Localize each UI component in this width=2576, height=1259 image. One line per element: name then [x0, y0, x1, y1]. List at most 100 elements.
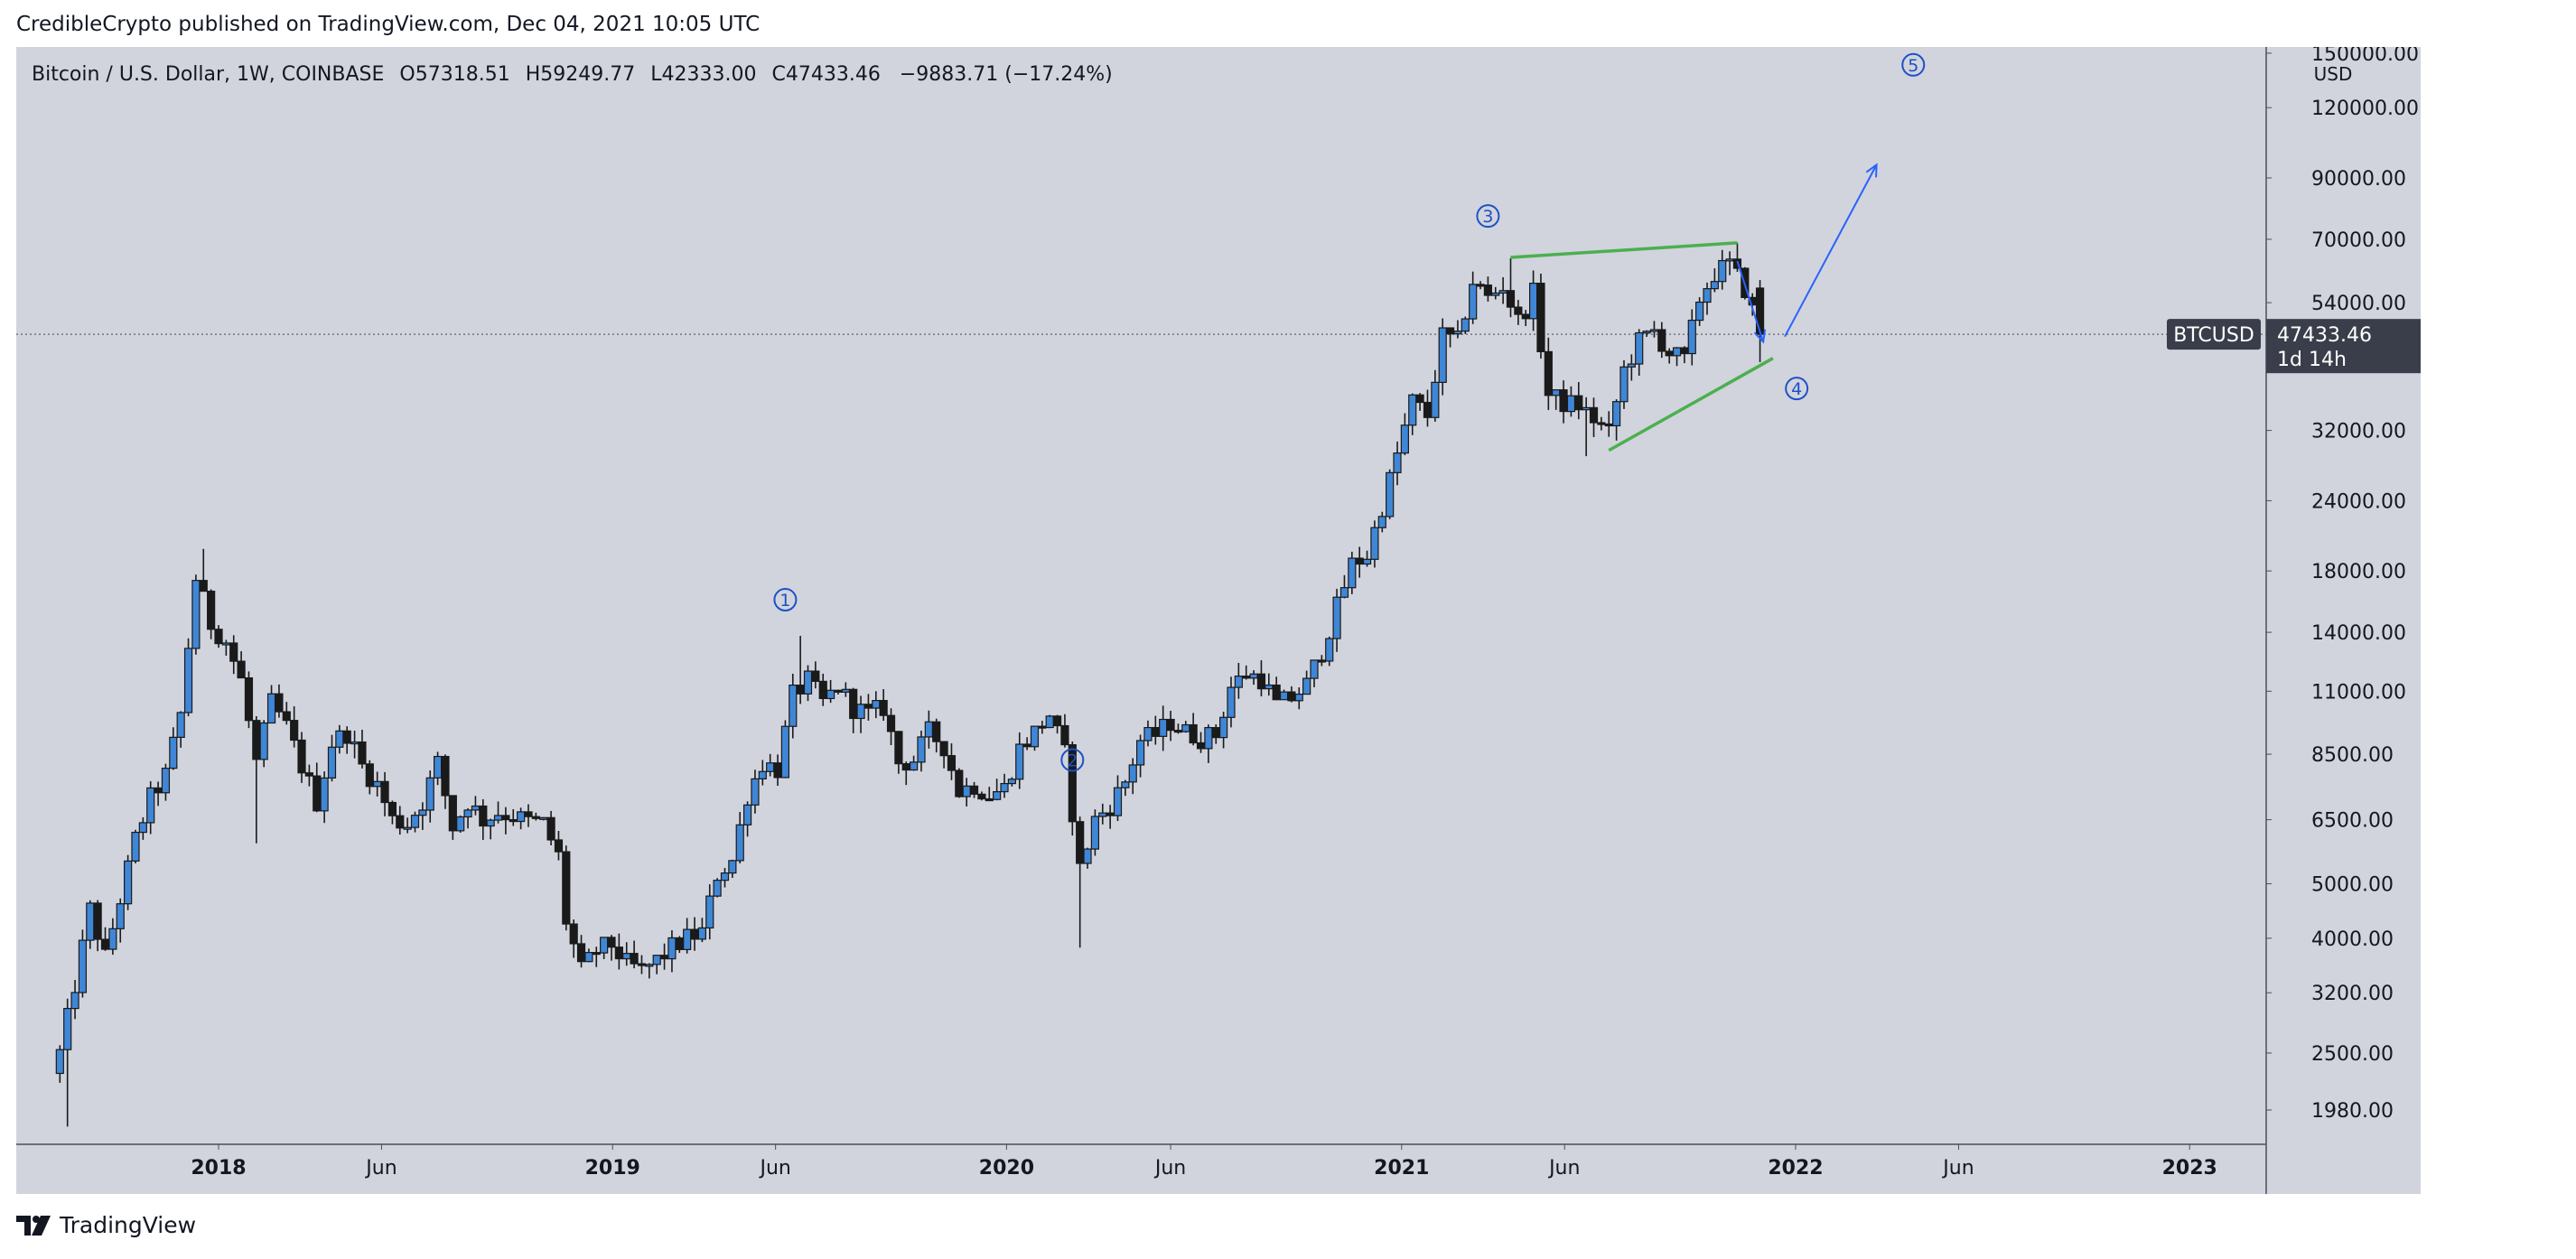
- candle-body: [1483, 284, 1493, 296]
- candle-body: [622, 953, 631, 960]
- candle-body: [1265, 684, 1274, 690]
- candle-body: [1544, 350, 1553, 396]
- wave-label-4[interactable]: 4: [1791, 379, 1802, 399]
- candle-body: [1135, 740, 1145, 766]
- x-tick-label: Jun: [1547, 1157, 1580, 1180]
- down-arrow[interactable]: [1736, 260, 1765, 342]
- candle-body: [1386, 471, 1395, 518]
- candle-body: [282, 711, 291, 722]
- candle-body: [1498, 290, 1507, 294]
- candle-body: [1000, 782, 1009, 793]
- x-tick-label: 2020: [979, 1157, 1034, 1180]
- candle-body: [1083, 848, 1092, 864]
- wave-label-2[interactable]: 2: [1067, 751, 1078, 770]
- candle-body: [1098, 812, 1107, 817]
- candle-body: [1332, 596, 1341, 639]
- candle-body: [1725, 258, 1734, 262]
- tradingview-logo-icon: [16, 1215, 51, 1236]
- candle-body: [652, 955, 661, 965]
- x-tick-label: Jun: [758, 1157, 790, 1180]
- candle-body: [327, 746, 337, 779]
- symbol-tag[interactable]: BTCUSD: [2173, 324, 2254, 347]
- candle-body: [697, 927, 706, 940]
- candle-body: [1143, 726, 1153, 741]
- candle-body: [592, 952, 601, 956]
- candle-body: [1438, 327, 1447, 383]
- candle-body: [1355, 557, 1364, 565]
- candle-body: [849, 688, 858, 720]
- candle-body: [1242, 676, 1251, 679]
- candle-body: [1317, 659, 1326, 663]
- price-tag-countdown: 1d 14h: [2277, 349, 2347, 371]
- candle-body: [1060, 724, 1069, 746]
- candle-body: [1090, 816, 1099, 850]
- y-tick-label: 4000.00: [2311, 928, 2394, 951]
- candle-body: [1521, 313, 1530, 320]
- candle-body: [86, 902, 95, 941]
- candle-body: [1574, 395, 1583, 411]
- y-tick-label: 150000.00: [2311, 47, 2419, 66]
- price-tag-box: [2266, 319, 2421, 374]
- x-tick-label: Jun: [1941, 1157, 1974, 1180]
- y-tick-label: 32000.00: [2311, 421, 2406, 443]
- candle-body: [1045, 715, 1054, 729]
- candle-body: [1415, 394, 1424, 404]
- candle-body: [720, 872, 730, 881]
- candle-body: [796, 684, 805, 695]
- candle-body: [539, 816, 548, 820]
- candle-body: [1635, 331, 1644, 365]
- wave-label-3[interactable]: 3: [1482, 207, 1493, 227]
- candle-body: [939, 741, 948, 757]
- y-tick-label: 11000.00: [2311, 681, 2406, 704]
- candle-body: [955, 769, 964, 797]
- candle-body: [614, 947, 623, 960]
- candle-body: [879, 700, 888, 716]
- candle-body: [977, 793, 986, 800]
- candlestick-chart[interactable]: 1 2 3 4 5 150000.00 120000.00 90000.00 70000.00 5…: [16, 47, 2421, 1194]
- candle-body: [1619, 366, 1629, 403]
- candle-body: [199, 580, 208, 592]
- candle-body: [456, 816, 465, 832]
- down-arrow-head: [1753, 329, 1767, 344]
- candle-body: [659, 955, 669, 960]
- symbol-title: Bitcoin / U.S. Dollar, 1W, COINBASE: [32, 63, 385, 86]
- candle-body: [1121, 781, 1130, 788]
- low-label: L: [650, 63, 662, 86]
- candle-body: [728, 860, 737, 874]
- x-tick-label: 2023: [2162, 1157, 2217, 1180]
- upper-trendline[interactable]: [1510, 241, 1738, 259]
- candle-body: [675, 937, 684, 950]
- y-tick-label: 120000.00: [2311, 98, 2419, 120]
- candle-body: [214, 629, 223, 645]
- candle-body: [773, 762, 782, 779]
- candle-body: [259, 722, 268, 760]
- candle-body: [501, 815, 510, 821]
- candle-body: [1076, 821, 1085, 864]
- candle-body: [667, 937, 677, 960]
- candle-body: [176, 712, 185, 738]
- candle-body: [350, 741, 359, 745]
- candle-body: [509, 818, 518, 823]
- candle-body: [969, 785, 979, 795]
- lower-trendline[interactable]: [1608, 357, 1774, 452]
- candle-body: [1204, 727, 1213, 750]
- tradingview-logo[interactable]: TradingView: [16, 1212, 196, 1238]
- price-tag-value: 47433.46: [2277, 324, 2372, 347]
- candle-body: [524, 811, 533, 817]
- candle-body: [313, 775, 322, 812]
- candle-body: [834, 689, 843, 693]
- candle-body: [766, 762, 775, 772]
- y-tick-label: 3200.00: [2311, 983, 2394, 1005]
- x-tick-label: 2019: [585, 1157, 640, 1180]
- candle-body: [493, 815, 503, 821]
- up-arrow[interactable]: [1784, 163, 1878, 338]
- candle-body: [584, 952, 593, 963]
- x-tick-label: Jun: [1153, 1157, 1186, 1180]
- candle-body: [275, 693, 284, 713]
- candle-body: [789, 684, 798, 727]
- chart-area[interactable]: 1 2 3 4 5 150000.00 120000.00 90000.00 70000.00 5…: [16, 47, 2421, 1194]
- candle-body: [169, 736, 178, 769]
- wave-label-1[interactable]: 1: [779, 591, 790, 611]
- wave-label-5[interactable]: 5: [1908, 56, 1918, 76]
- close-value: 47433.46: [785, 63, 881, 86]
